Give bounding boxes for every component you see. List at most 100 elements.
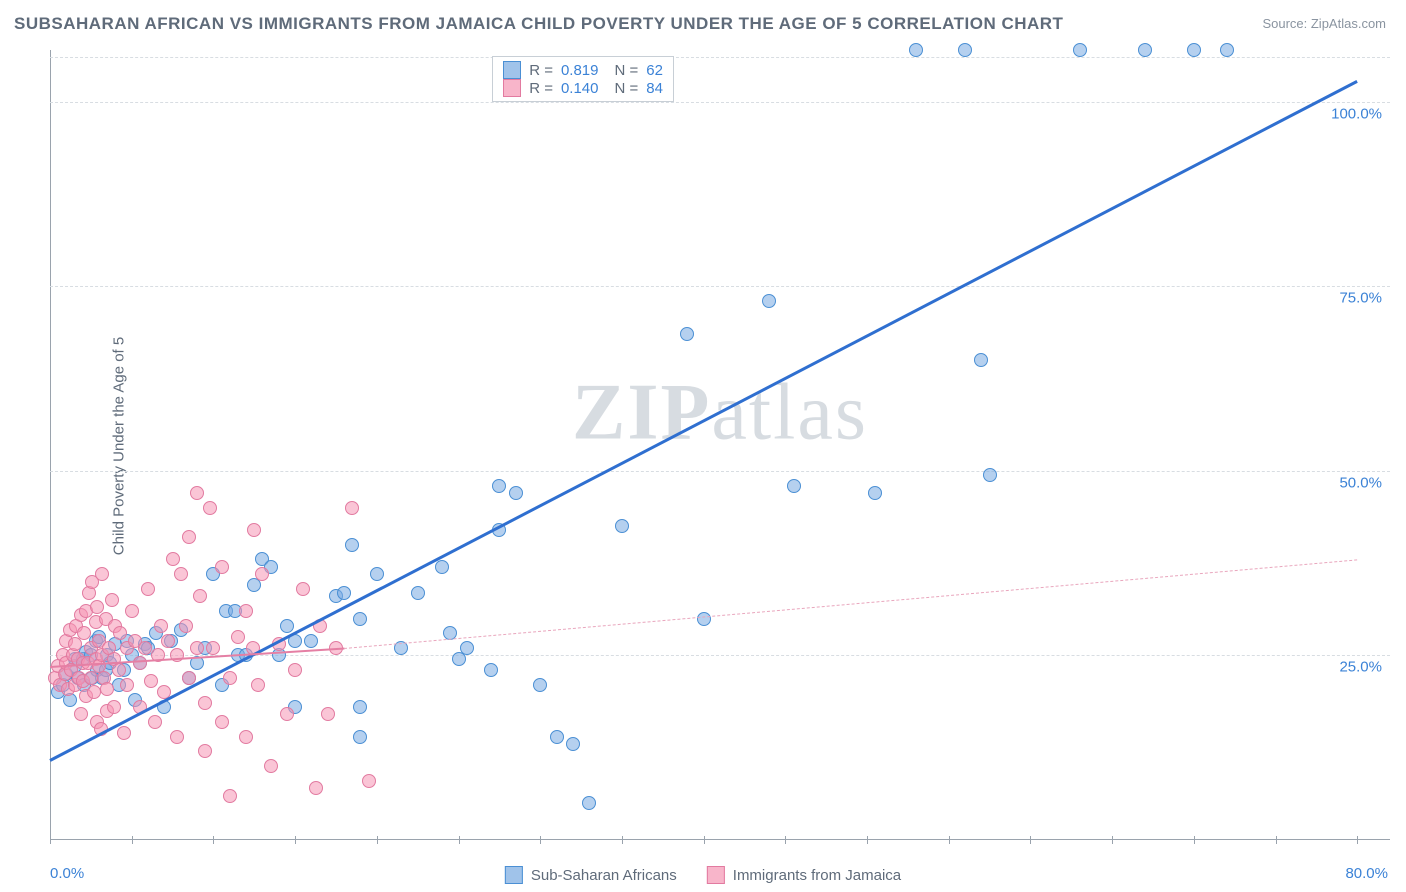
- data-point-pink: [166, 552, 180, 566]
- data-point-pink: [105, 593, 119, 607]
- data-point-pink: [138, 641, 152, 655]
- legend-label-pink: Immigrants from Jamaica: [733, 867, 901, 884]
- data-point-blue: [533, 678, 547, 692]
- data-point-blue: [868, 486, 882, 500]
- x-tick: [132, 836, 133, 844]
- data-point-pink: [345, 501, 359, 515]
- x-tick: [949, 836, 950, 844]
- y-tick-label: 25.0%: [1339, 659, 1382, 676]
- x-tick: [377, 836, 378, 844]
- data-point-blue: [337, 586, 351, 600]
- series-legend: Sub-Saharan Africans Immigrants from Jam…: [505, 866, 901, 884]
- data-point-pink: [74, 707, 88, 721]
- data-point-pink: [190, 641, 204, 655]
- data-point-pink: [120, 678, 134, 692]
- x-tick: [1112, 836, 1113, 844]
- data-point-pink: [113, 626, 127, 640]
- stats-n-label: N =: [615, 62, 639, 79]
- data-point-pink: [148, 715, 162, 729]
- data-point-blue: [353, 612, 367, 626]
- data-point-pink: [223, 789, 237, 803]
- stats-n-label: N =: [615, 80, 639, 97]
- data-point-pink: [321, 707, 335, 721]
- trend-line: [344, 559, 1357, 649]
- data-point-pink: [255, 567, 269, 581]
- data-point-pink: [215, 715, 229, 729]
- source-label: Source: ZipAtlas.com: [1262, 16, 1386, 31]
- data-point-pink: [280, 707, 294, 721]
- data-point-blue: [280, 619, 294, 633]
- y-tick-label: 75.0%: [1339, 290, 1382, 307]
- data-point-pink: [215, 560, 229, 574]
- data-point-blue: [304, 634, 318, 648]
- data-point-blue: [460, 641, 474, 655]
- stats-swatch-pink: [503, 79, 521, 97]
- data-point-blue: [974, 353, 988, 367]
- y-axis-line: [50, 50, 51, 840]
- data-point-blue: [370, 567, 384, 581]
- stats-n-value-pink: 84: [646, 80, 663, 97]
- data-point-pink: [288, 663, 302, 677]
- data-point-pink: [154, 619, 168, 633]
- x-tick: [1194, 836, 1195, 844]
- data-point-pink: [251, 678, 265, 692]
- data-point-pink: [190, 486, 204, 500]
- data-point-pink: [193, 589, 207, 603]
- data-point-pink: [87, 685, 101, 699]
- grid-line: [50, 286, 1390, 287]
- data-point-pink: [141, 582, 155, 596]
- y-tick-label: 50.0%: [1339, 474, 1382, 491]
- data-point-blue: [787, 479, 801, 493]
- x-tick: [540, 836, 541, 844]
- data-point-blue: [435, 560, 449, 574]
- data-point-pink: [170, 730, 184, 744]
- data-point-pink: [77, 626, 91, 640]
- x-tick: [1276, 836, 1277, 844]
- data-point-blue: [958, 43, 972, 57]
- data-point-pink: [144, 674, 158, 688]
- data-point-blue: [353, 730, 367, 744]
- data-point-blue: [550, 730, 564, 744]
- data-point-blue: [582, 796, 596, 810]
- data-point-blue: [345, 538, 359, 552]
- grid-line: [50, 471, 1390, 472]
- data-point-pink: [112, 663, 126, 677]
- data-point-pink: [231, 630, 245, 644]
- plot-area: ZIPatlas 25.0%50.0%75.0%100.0%R =0.819N …: [50, 50, 1390, 840]
- x-tick-label-max: 80.0%: [1345, 865, 1388, 882]
- data-point-pink: [296, 582, 310, 596]
- x-axis-line: [50, 839, 1390, 840]
- legend-item-pink: Immigrants from Jamaica: [707, 866, 901, 884]
- data-point-pink: [309, 781, 323, 795]
- x-tick: [1357, 836, 1358, 844]
- x-tick: [295, 836, 296, 844]
- x-tick: [459, 836, 460, 844]
- data-point-blue: [983, 468, 997, 482]
- data-point-blue: [1220, 43, 1234, 57]
- data-point-blue: [509, 486, 523, 500]
- data-point-pink: [95, 567, 109, 581]
- x-tick: [50, 836, 51, 844]
- x-tick: [785, 836, 786, 844]
- data-point-blue: [1073, 43, 1087, 57]
- data-point-pink: [203, 501, 217, 515]
- data-point-blue: [353, 700, 367, 714]
- data-point-pink: [247, 523, 261, 537]
- x-tick-label-min: 0.0%: [50, 865, 84, 882]
- data-point-blue: [697, 612, 711, 626]
- stats-r-value-pink: 0.140: [561, 80, 599, 97]
- data-point-pink: [133, 656, 147, 670]
- data-point-blue: [484, 663, 498, 677]
- data-point-pink: [125, 604, 139, 618]
- data-point-pink: [174, 567, 188, 581]
- x-tick: [622, 836, 623, 844]
- data-point-blue: [566, 737, 580, 751]
- data-point-pink: [179, 619, 193, 633]
- data-point-blue: [615, 519, 629, 533]
- stats-legend: R =0.819N =62R =0.140N =84: [492, 56, 674, 102]
- data-point-blue: [762, 294, 776, 308]
- data-point-blue: [411, 586, 425, 600]
- data-point-pink: [161, 634, 175, 648]
- data-point-pink: [117, 726, 131, 740]
- data-point-blue: [1187, 43, 1201, 57]
